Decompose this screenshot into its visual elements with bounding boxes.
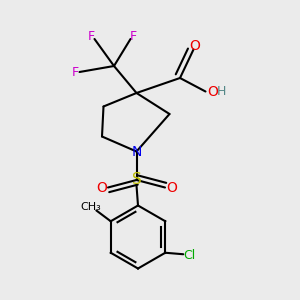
- Text: F: F: [130, 29, 137, 43]
- Text: H: H: [216, 85, 226, 98]
- Text: N: N: [131, 145, 142, 158]
- Text: O: O: [189, 40, 200, 53]
- Text: F: F: [88, 29, 95, 43]
- Text: CH₃: CH₃: [80, 202, 101, 212]
- Text: O: O: [207, 85, 218, 98]
- Text: Cl: Cl: [183, 249, 195, 262]
- Text: O: O: [166, 181, 177, 194]
- Text: O: O: [96, 181, 107, 194]
- Text: F: F: [71, 65, 79, 79]
- Text: S: S: [132, 172, 141, 188]
